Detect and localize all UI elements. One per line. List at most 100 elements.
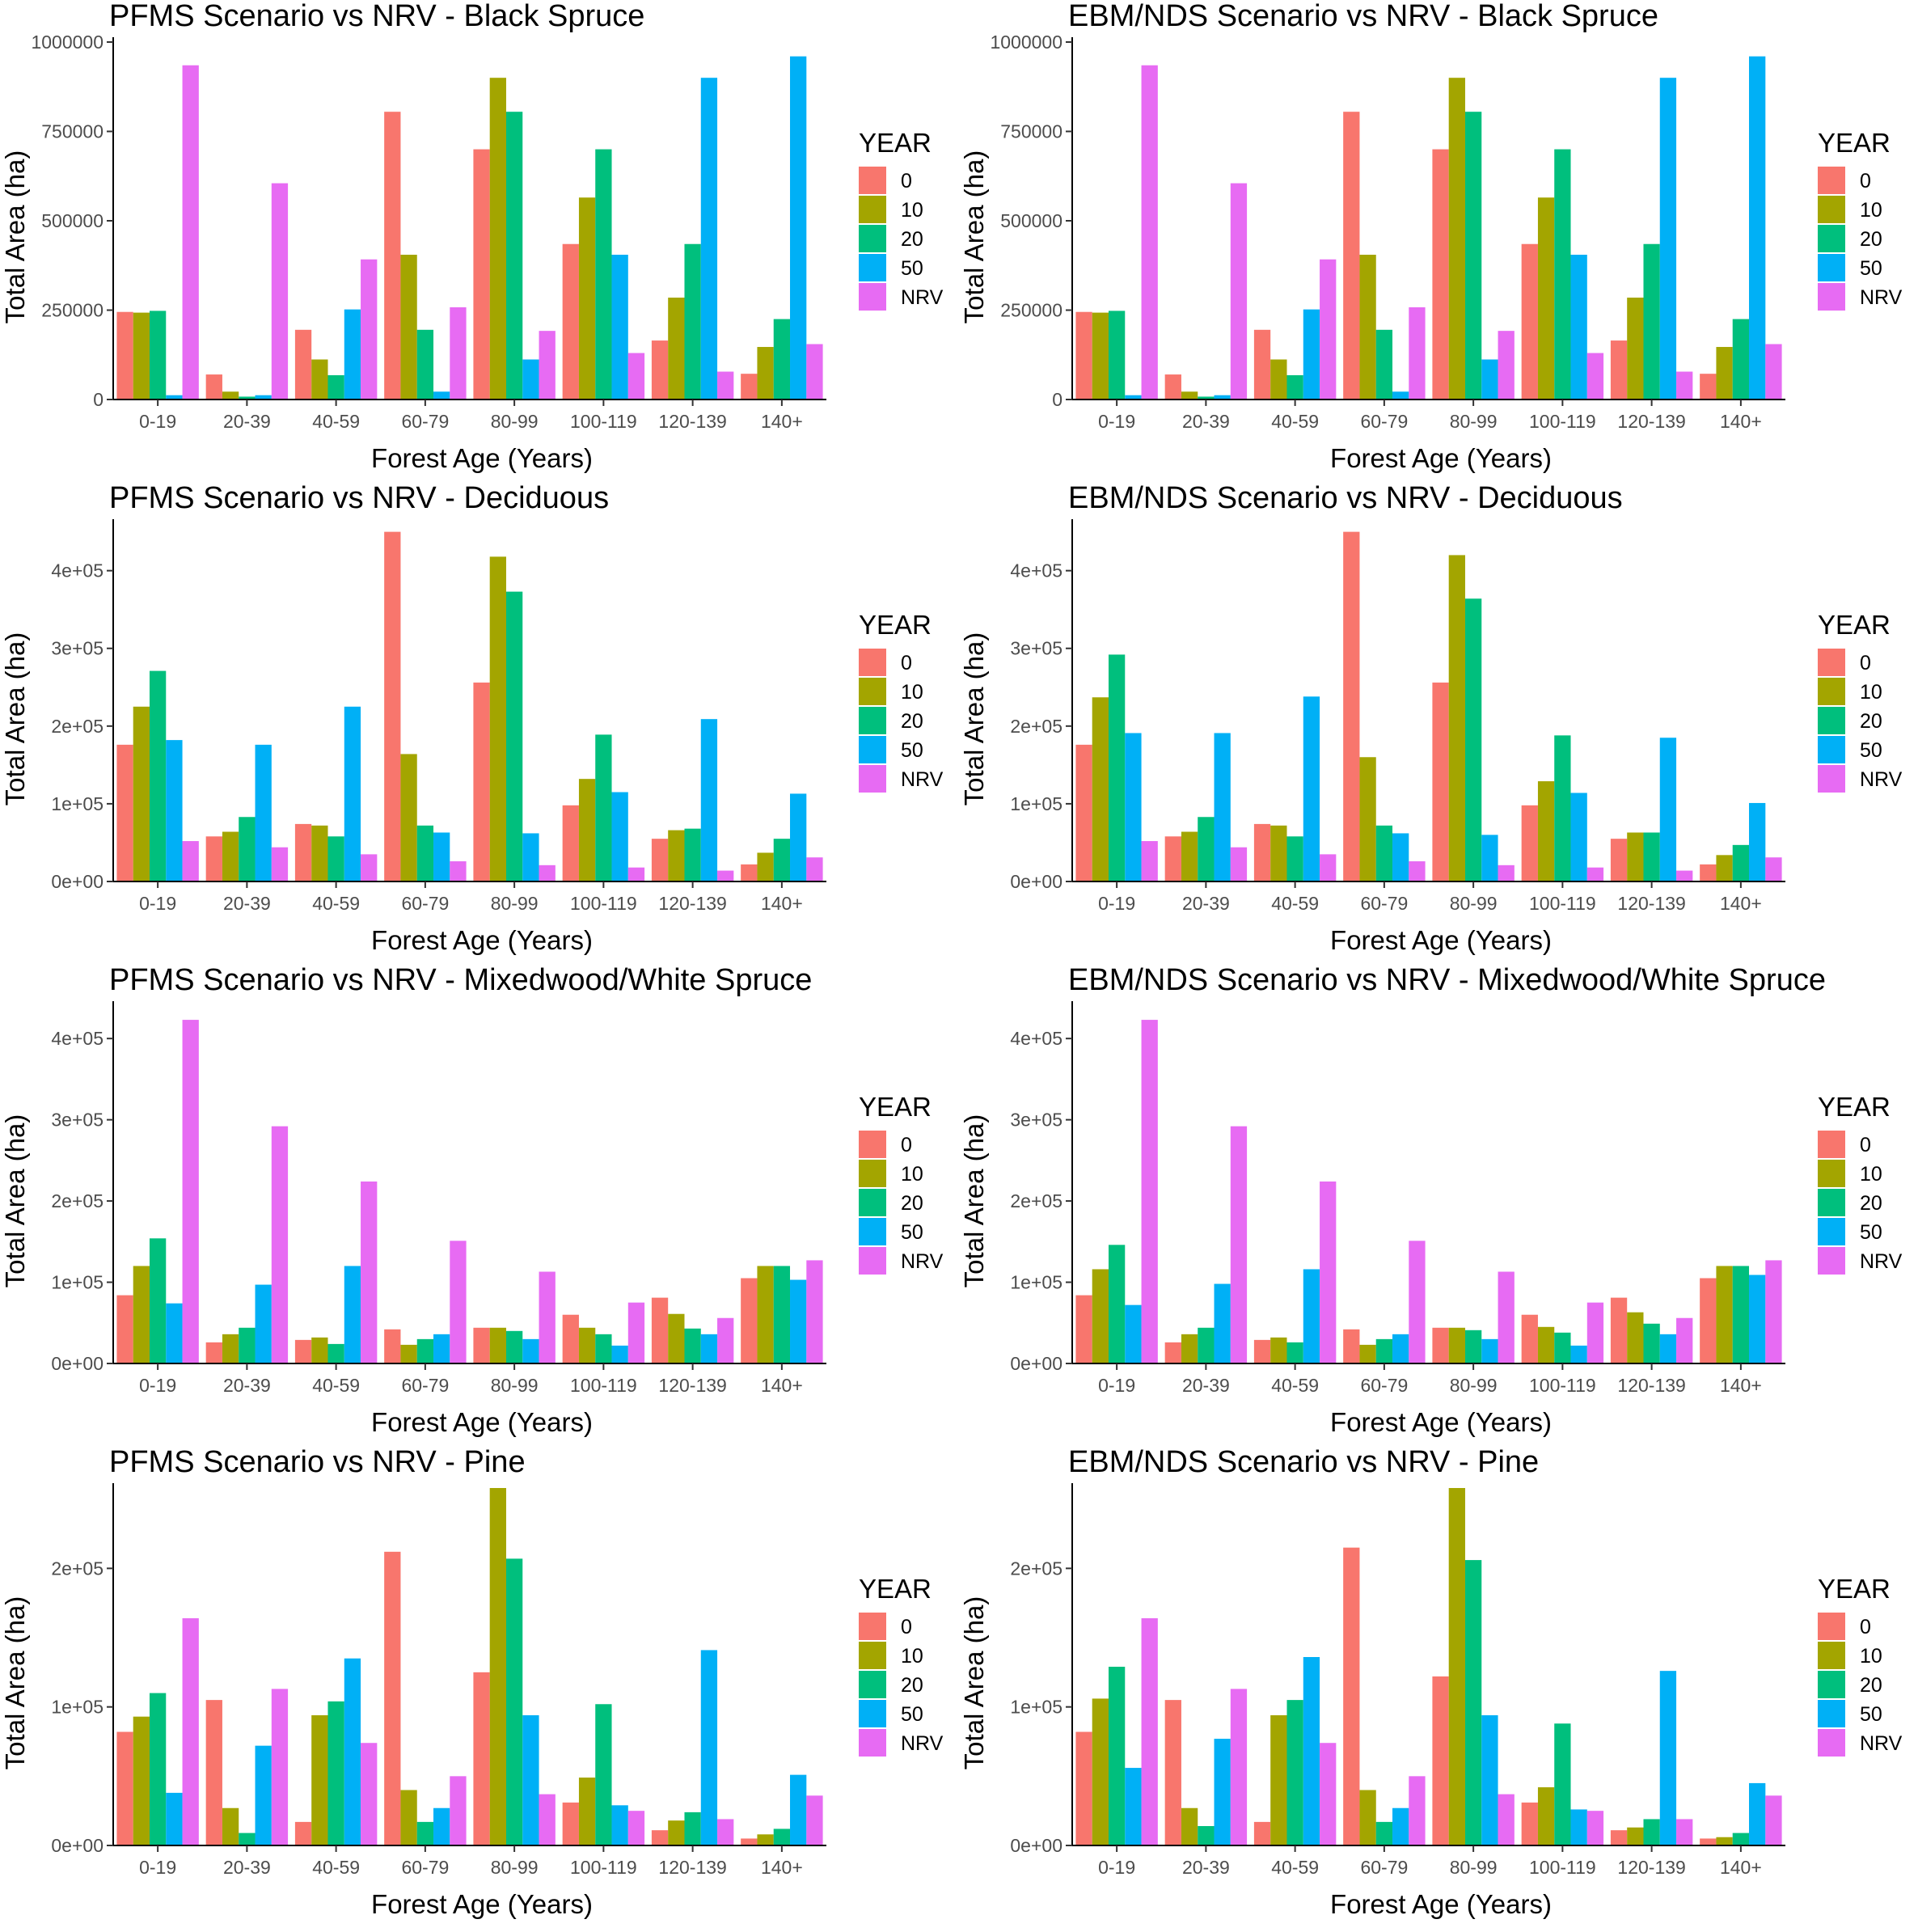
bar-0-19-year-20 (1108, 654, 1126, 881)
bar-80-99-year-10 (489, 556, 506, 881)
legend-swatch-10 (1818, 1642, 1845, 1669)
bar-140+-year-0 (1700, 864, 1717, 881)
bar-140+-year-50 (790, 56, 807, 400)
x-tick-label: 0-19 (139, 1857, 176, 1878)
legend-swatch-20 (859, 225, 886, 252)
legend-label: 50 (1860, 739, 1882, 762)
bar-60-79-year-20 (1375, 1821, 1393, 1845)
bar-100-119-year-20 (595, 734, 612, 881)
bar-80-99-year-50 (1481, 1338, 1498, 1363)
y-tick-label: 750000 (41, 121, 104, 142)
bar-60-79-year-50 (433, 1334, 450, 1363)
legend-swatch-10 (859, 1160, 886, 1187)
legend-label: NRV (1860, 768, 1903, 791)
legend-swatch-0 (1818, 649, 1845, 676)
y-tick-label: 3e+05 (51, 1110, 104, 1131)
bar-80-99-year-20 (505, 1558, 523, 1845)
legend-swatch-NRV (859, 283, 886, 311)
bar-80-99-year-NRV (539, 1794, 556, 1845)
bar-40-59-year-0 (1253, 1821, 1271, 1845)
x-tick-label: 60-79 (401, 893, 449, 914)
bar-0-19-year-0 (116, 1731, 133, 1845)
legend-title: YEAR (859, 610, 932, 640)
bar-140+-year-10 (1716, 347, 1733, 400)
bar-140+-year-0 (1700, 374, 1717, 400)
legend-title: YEAR (859, 1574, 932, 1604)
bar-0-19-year-10 (133, 312, 150, 400)
y-tick-label: 0e+00 (1010, 1835, 1063, 1856)
x-tick-label: 60-79 (1360, 411, 1408, 432)
x-tick-label: 0-19 (1098, 1375, 1135, 1396)
bar-20-39-year-0 (205, 1342, 222, 1363)
chart-title: EBM/NDS Scenario vs NRV - Black Spruce (1068, 0, 1658, 33)
bar-140+-year-NRV (806, 1260, 823, 1363)
bar-80-99-year-50 (522, 833, 539, 881)
x-tick-label: 80-99 (1450, 1375, 1498, 1396)
bar-20-39-year-50 (1214, 733, 1231, 881)
y-tick-label: 1e+05 (1010, 793, 1063, 814)
legend-swatch-0 (859, 1613, 886, 1640)
bar-100-119-year-0 (562, 805, 579, 881)
chart-panel: PFMS Scenario vs NRV - Pine 0e+00 1e+05 2e+… (0, 1445, 959, 1928)
bar-60-79-year-10 (400, 1344, 417, 1363)
bar-20-39-year-0 (1164, 1342, 1181, 1363)
bar-0-19-year-NRV (1141, 1020, 1158, 1363)
legend-swatch-50 (1818, 1700, 1845, 1727)
legend-label: 0 (901, 1616, 912, 1638)
bar-20-39-year-20 (239, 817, 256, 881)
bar-60-79-year-50 (1392, 1807, 1409, 1845)
legend-label: 0 (901, 652, 912, 674)
bar-80-99-year-NRV (1498, 331, 1515, 400)
legend-swatch-10 (859, 678, 886, 705)
bar-40-59-year-NRV (1320, 854, 1337, 881)
bar-120-139-year-0 (651, 340, 669, 400)
chart-svg: EBM/NDS Scenario vs NRV - Pine 0e+00 1e+05… (959, 1445, 1903, 1919)
legend-label: 20 (1860, 710, 1882, 733)
bar-100-119-year-NRV (627, 353, 645, 400)
x-tick-label: 0-19 (1098, 893, 1135, 914)
bar-80-99-year-10 (489, 1327, 506, 1363)
chart-svg: EBM/NDS Scenario vs NRV - Black Spruce 0 2… (959, 0, 1903, 473)
x-tick-label: 140+ (761, 1857, 803, 1878)
bar-60-79-year-NRV (450, 1241, 467, 1363)
legend-label: 0 (901, 170, 912, 192)
y-axis-title: Total Area (ha) (959, 1596, 989, 1770)
bar-60-79-year-0 (1343, 1329, 1360, 1363)
bar-100-119-year-0 (562, 1802, 579, 1845)
y-tick-label: 1e+05 (1010, 1697, 1063, 1718)
bar-140+-year-10 (757, 1266, 774, 1363)
bar-40-59-year-50 (1303, 696, 1320, 881)
legend-swatch-50 (859, 1700, 886, 1727)
legend-label: 10 (1860, 681, 1882, 704)
legend-label: NRV (1860, 286, 1903, 309)
legend-swatch-50 (859, 736, 886, 763)
bar-100-119-year-NRV (1586, 353, 1604, 400)
x-tick-label: 60-79 (401, 411, 449, 432)
legend-label: 10 (901, 199, 923, 222)
legend-label: NRV (1860, 1732, 1903, 1755)
bar-140+-year-NRV (1765, 1795, 1782, 1845)
bar-100-119-year-20 (595, 149, 612, 400)
legend-label: 0 (1860, 652, 1871, 674)
x-axis-title: Forest Age (Years) (1330, 1889, 1552, 1919)
y-tick-label: 4e+05 (51, 560, 104, 581)
bar-140+-year-0 (741, 374, 758, 400)
bar-140+-year-50 (790, 793, 807, 881)
bar-0-19-year-50 (166, 1792, 183, 1845)
bar-140+-year-50 (1749, 802, 1766, 881)
bar-120-139-year-50 (1659, 1671, 1677, 1845)
bar-120-139-year-50 (1659, 1334, 1677, 1363)
chart-svg: EBM/NDS Scenario vs NRV - Mixedwood/Whit… (959, 963, 1903, 1437)
bar-20-39-year-0 (205, 836, 222, 881)
legend-swatch-0 (859, 1131, 886, 1158)
bar-0-19-year-NRV (1141, 1618, 1158, 1845)
bar-120-139-year-NRV (1676, 1317, 1693, 1363)
bar-40-59-year-20 (327, 1343, 344, 1363)
y-tick-label: 2e+05 (1010, 1558, 1063, 1579)
bar-60-79-year-20 (1375, 1338, 1393, 1363)
bar-140+-year-50 (1749, 1782, 1766, 1845)
bar-0-19-year-50 (1125, 1304, 1142, 1363)
x-tick-label: 120-139 (658, 1375, 726, 1396)
x-tick-label: 120-139 (1617, 411, 1685, 432)
legend-label: 50 (901, 1703, 923, 1726)
